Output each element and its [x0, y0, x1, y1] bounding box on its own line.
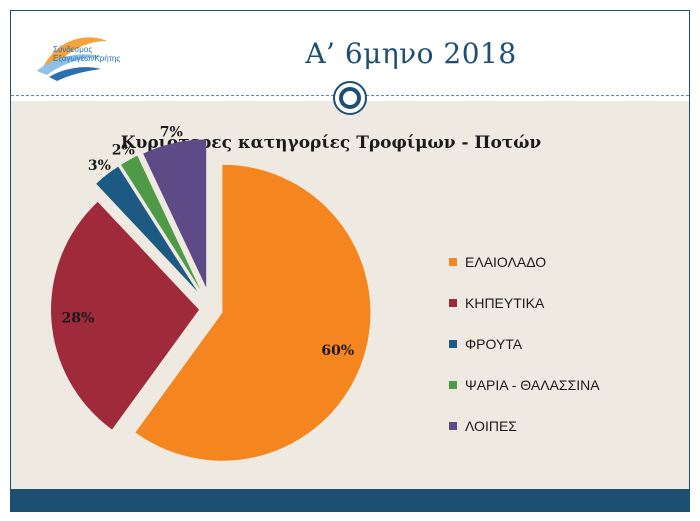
legend-label: ΕΛΑΙΟΛΑΔΟ [465, 253, 547, 270]
legend-item: ΚΗΠΕΥΤΙΚΑ [449, 282, 679, 323]
pie-slice [135, 164, 371, 461]
logo-text-line1: Σύνδεσμος [53, 45, 93, 54]
legend-label: ΚΗΠΕΥΤΙΚΑ [465, 294, 545, 311]
legend-item: ΕΛΑΙΟΛΑΔΟ [449, 241, 679, 282]
legend-swatch [449, 257, 457, 266]
pie-chart: 60% 28% 3%2% 7% [51, 124, 371, 461]
legend-item: ΦΡΟΥΤΑ [449, 323, 679, 364]
legend-item: ΨΑΡΙΑ - ΘΑΛΑΣΣΙΝΑ [449, 364, 679, 405]
legend-label: ΨΑΡΙΑ - ΘΑΛΑΣΣΙΝΑ [465, 376, 600, 393]
legend-swatch [449, 298, 457, 307]
pie-data-label: 7% [160, 124, 183, 140]
chart-title: Κυριότερες κατηγορίες Τροφίμων - Ποτών [120, 133, 542, 153]
pie-slice [51, 201, 200, 430]
legend-label: ΦΡΟΥΤΑ [465, 335, 523, 352]
legend-label: ΛΟΙΠΕΣ [465, 417, 517, 434]
slide-title: Α’ 6μηνο 2018 [305, 37, 517, 70]
chart-area: Κυριότερες κατηγορίες Τροφίμων - Ποτών 6… [11, 101, 689, 489]
footer-bar [11, 489, 689, 511]
pie-data-label: 28% [62, 310, 95, 326]
pie-data-label: 60% [321, 343, 354, 359]
legend-swatch [449, 339, 457, 348]
logo-icon [37, 37, 107, 81]
pie-data-label: 3% [88, 158, 111, 174]
pie-slice [96, 166, 198, 292]
ornament-ring [339, 87, 361, 109]
legend-swatch [449, 380, 457, 389]
legend-swatch [449, 421, 457, 430]
header-ornament-icon [333, 81, 367, 115]
pie-slice [143, 139, 207, 288]
slide: Σύνδεσμος ΕξαγωγέωνΚρήτης Α’ 6μηνο 2018 … [10, 10, 690, 512]
logo-text: Σύνδεσμος ΕξαγωγέωνΚρήτης [53, 45, 120, 63]
legend-item: ΛΟΙΠΕΣ [449, 405, 679, 446]
chart-legend: ΕΛΑΙΟΛΑΔΟ ΚΗΠΕΥΤΙΚΑ ΦΡΟΥΤΑ ΨΑΡΙΑ - ΘΑΛΑΣ… [449, 241, 679, 446]
pie-slice [121, 155, 201, 290]
pie-data-label: 2% [112, 143, 135, 159]
logo-text-line2: ΕξαγωγέωνΚρήτης [53, 54, 121, 63]
